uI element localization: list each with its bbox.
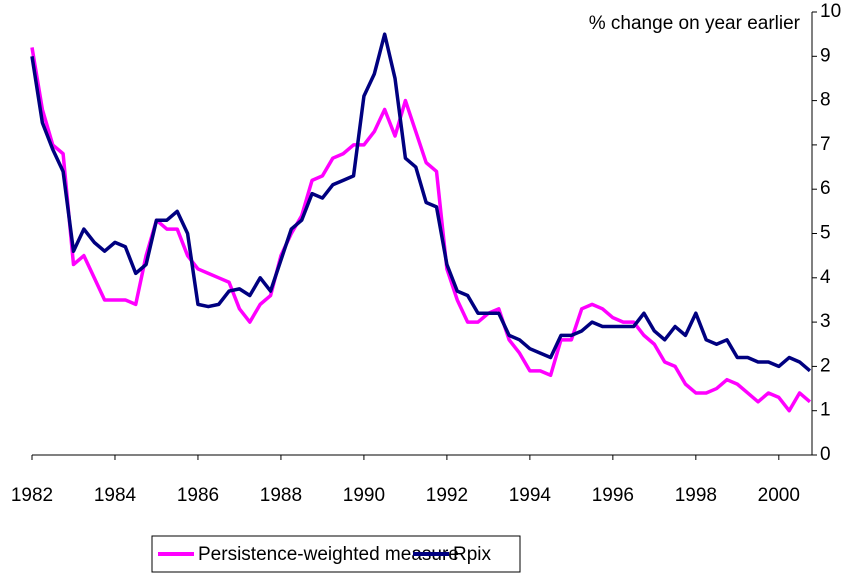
y-tick-label: 3: [820, 311, 831, 332]
y-axis-label: % change on year earlier: [589, 13, 801, 34]
x-tick-label: 1996: [592, 485, 634, 506]
x-tick-label: 1998: [675, 485, 717, 506]
x-tick-label: 1990: [343, 485, 385, 506]
y-tick-label: 7: [820, 134, 831, 155]
y-tick-label: 4: [820, 267, 831, 288]
data-line: [30, 32, 812, 373]
data-line: [30, 47, 812, 413]
y-tick-label: 5: [820, 223, 831, 244]
y-tick-label: 1: [820, 400, 831, 421]
y-tick-label: 2: [820, 355, 831, 376]
x-tick-label: 1988: [260, 485, 302, 506]
y-tick-label: 6: [820, 178, 831, 199]
x-tick-label: 1992: [426, 485, 468, 506]
legend-label: Persistence-weighted measure: [198, 544, 459, 565]
x-tick-label: 2000: [758, 485, 800, 506]
x-tick-label: 1982: [11, 485, 53, 506]
y-tick-label: 8: [820, 90, 831, 111]
x-tick-label: 1984: [94, 485, 137, 506]
y-tick-label: 10: [820, 1, 841, 22]
legend-box: [151, 535, 521, 573]
legend-label: Rpix: [453, 544, 492, 565]
y-tick-label: 9: [820, 45, 831, 66]
y-tick-label: 0: [820, 444, 831, 465]
x-tick-label: 1994: [509, 485, 552, 506]
x-tick-label: 1986: [177, 485, 219, 506]
